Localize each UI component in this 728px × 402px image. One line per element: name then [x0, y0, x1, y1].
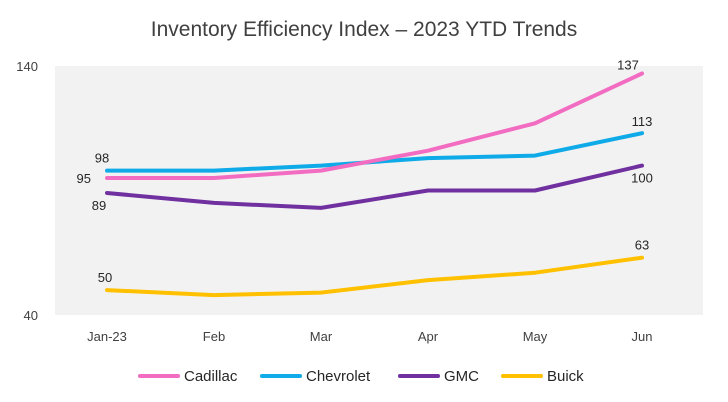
- plot-area: [55, 66, 703, 315]
- legend-item-gmc: GMC: [398, 368, 479, 385]
- x-tick-label-may: May: [523, 329, 548, 344]
- legend-item-cadillac: Cadillac: [138, 368, 238, 385]
- series-line-gmc: [105, 163, 644, 210]
- y-tick-label-max: 140: [16, 59, 38, 74]
- legend-item-buick: Buick: [501, 368, 584, 385]
- x-tick-label-jan-23: Jan-23: [87, 329, 127, 344]
- data-label-chevrolet-jan-23: 98: [95, 151, 109, 166]
- data-label-gmc-jun: 100: [631, 171, 653, 186]
- data-label-buick-jun: 63: [635, 238, 649, 253]
- x-tick-label-apr: Apr: [418, 329, 439, 344]
- legend: Cadillac Chevrolet GMC Buick: [138, 368, 584, 385]
- x-tick-label-feb: Feb: [203, 329, 225, 344]
- series-line-cadillac: [105, 71, 644, 180]
- data-label-buick-jan-23: 50: [98, 270, 112, 285]
- data-label-gmc-jan-23: 89: [92, 198, 106, 213]
- data-label-cadillac-jun: 137: [617, 57, 639, 72]
- legend-label-gmc: GMC: [444, 368, 479, 385]
- y-tick-label-min: 40: [24, 308, 38, 323]
- chart-title: Inventory Efficiency Index – 2023 YTD Tr…: [151, 18, 577, 41]
- x-tick-label-mar: Mar: [310, 329, 333, 344]
- data-label-cadillac-jan-23: 95: [77, 171, 91, 186]
- data-label-chevrolet-jun: 113: [632, 114, 653, 129]
- x-tick-label-jun: Jun: [632, 329, 653, 344]
- x-axis-tick-labels: Jan-23 Feb Mar Apr May Jun: [87, 329, 652, 344]
- series-lines: [105, 71, 644, 298]
- legend-label-cadillac: Cadillac: [184, 368, 238, 385]
- series-line-buick: [105, 255, 644, 298]
- legend-label-buick: Buick: [547, 368, 584, 385]
- data-labels: 95 137 98 113 89 100 50 63: [77, 57, 653, 285]
- legend-item-chevrolet: Chevrolet: [260, 368, 371, 385]
- legend-label-chevrolet: Chevrolet: [306, 368, 371, 385]
